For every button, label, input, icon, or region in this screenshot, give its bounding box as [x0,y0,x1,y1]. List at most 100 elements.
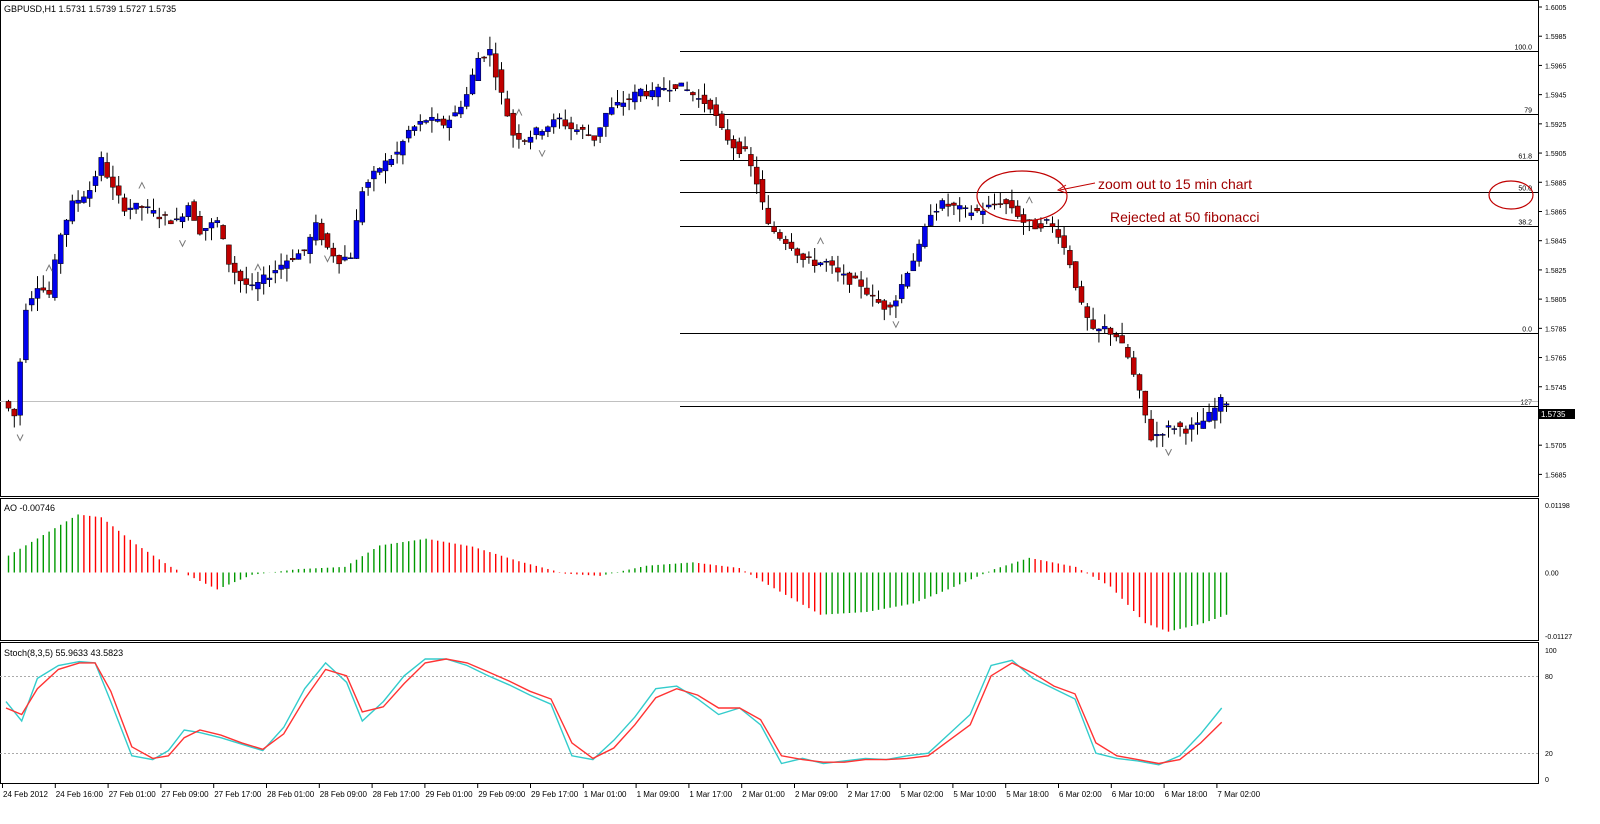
time-tick-label: 6 Mar 10:00 [1112,790,1155,799]
candle-body [968,212,975,216]
candle-body [533,127,540,136]
candle-body [887,304,893,308]
candle-body [237,270,244,282]
candle-body [446,119,453,129]
candle-body [388,158,395,166]
candle-body [400,141,406,156]
candle-body [742,146,748,150]
stoch-tick-label: 20 [1545,751,1553,758]
time-tick-label: 5 Mar 18:00 [1006,790,1049,799]
fib-50-circle [1488,180,1534,210]
axes: 1.6005 1.5985 1.5965 1.5945 1.5925 1.5905 1.58… [2,5,1572,799]
candle-body [289,258,296,261]
price-tick-label: 1.5965 [1545,63,1567,70]
candle-body [162,214,168,216]
price-tick-label: 1.5985 [1545,34,1567,41]
candle-body [794,248,801,256]
candle-body [168,220,174,225]
candle-body [260,274,267,284]
candle-body [1194,422,1201,425]
fractal-down-icon [179,240,186,248]
candle-body [672,84,679,89]
candle-body [719,113,725,128]
candle-body [1084,306,1091,318]
fib-level-label: 127 [1520,400,1532,407]
candle-body [34,288,41,299]
candle-body [1043,219,1050,221]
stoch-title: Stoch(8,3,5) 55.9633 43.5823 [4,648,123,658]
candle-body [852,275,859,279]
time-tick-label: 1 Mar 17:00 [689,790,732,799]
candle-body [539,131,545,136]
candle-body [1212,407,1218,421]
candle-body [1154,434,1160,437]
time-tick-label: 2 Mar 01:00 [742,790,785,799]
candle-body [707,99,714,110]
candle-body [1223,403,1230,406]
candle-body [307,236,313,254]
candle-body [904,272,911,287]
main-chart-frame [0,0,1539,497]
rejection-circle [976,170,1068,222]
annotation-arrow [1059,182,1096,191]
candle-body [23,309,29,361]
fib-level-label: 61.8 [1518,154,1532,161]
ao-panel-frame [0,498,1539,641]
candle-body [249,284,255,287]
stoch-tick-label: 0 [1545,777,1549,784]
time-tick-label: 5 Mar 10:00 [953,790,996,799]
candle-body [492,53,499,78]
candle-body [1014,205,1021,217]
candle-body [991,203,998,206]
candle-body [313,222,319,241]
candle-body [1032,219,1038,230]
candle-body [585,134,592,136]
candle-body [748,154,754,167]
candle-body [1096,328,1102,332]
candle-body [962,207,969,209]
candle-body [475,57,482,82]
candle-body [202,228,209,231]
candle-body [846,272,853,285]
candle-body [429,116,435,121]
candle-body [620,102,627,107]
annotation-arrowhead [1056,184,1067,194]
candle-body [144,206,151,209]
time-tick-label: 29 Feb 01:00 [425,790,473,799]
candle-body [214,220,221,223]
candle-body [951,202,957,206]
candle-body [469,74,476,95]
candle-body [382,160,389,172]
price-tick-label: 1.5685 [1545,472,1567,479]
candle-body [342,256,348,261]
candle-body [771,226,777,232]
fractal-up-icon [138,181,146,189]
candle-body [110,176,116,188]
candle-body [481,56,487,59]
candle-body [875,299,882,303]
candle-body [173,218,180,221]
candle-body [498,69,505,93]
candle-body [179,216,186,223]
candle-body [81,196,87,203]
candle-body [574,129,580,132]
candle-body [753,166,760,185]
time-tick-label: 6 Mar 02:00 [1059,790,1102,799]
candle-body [330,247,337,257]
candle-body [458,106,464,115]
ao-tick-label: 0.01198 [1545,503,1570,510]
time-tick-label: 6 Mar 18:00 [1165,790,1208,799]
candle-body [231,262,238,273]
candle-body [104,162,110,178]
candle-body [347,257,354,259]
candle-body [98,157,105,176]
candle-body [550,119,557,128]
candle-body [255,282,261,290]
candle-body [858,279,864,287]
candle-body [637,88,644,97]
candle-body [910,260,917,272]
candle-body [661,87,667,91]
candle-body [156,216,163,220]
